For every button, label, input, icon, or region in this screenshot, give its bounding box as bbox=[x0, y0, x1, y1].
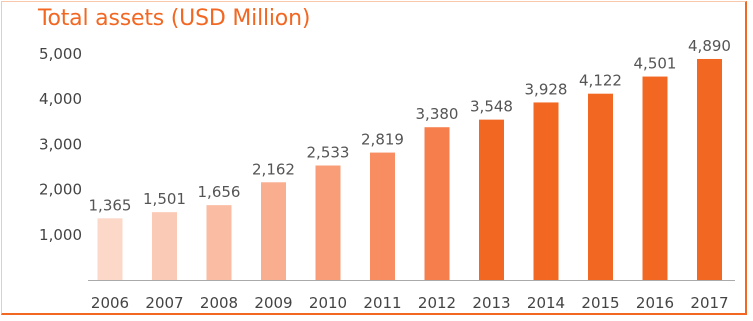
data-label-2008: 1,656 bbox=[198, 183, 241, 201]
y-tick-label: 1,000 bbox=[39, 226, 82, 244]
bar-2014 bbox=[533, 102, 559, 280]
x-tick-label-2017: 2017 bbox=[690, 294, 728, 312]
data-label-2016: 4,501 bbox=[634, 55, 677, 73]
x-tick-label-2009: 2009 bbox=[254, 294, 292, 312]
data-label-2014: 3,928 bbox=[525, 80, 568, 98]
bar-2009 bbox=[261, 182, 286, 280]
bar-2010 bbox=[315, 165, 341, 280]
bar-2011 bbox=[370, 152, 395, 280]
data-label-2017: 4,890 bbox=[688, 37, 731, 55]
chart-title: Total assets (USD Million) bbox=[38, 6, 311, 31]
x-tick-label-2012: 2012 bbox=[418, 294, 456, 312]
data-label-2013: 3,548 bbox=[470, 98, 513, 116]
bar-2016 bbox=[642, 76, 668, 280]
bar-2017 bbox=[697, 58, 722, 280]
data-label-2007: 1,501 bbox=[143, 190, 186, 208]
bar-2008 bbox=[206, 205, 232, 280]
x-tick-label-2013: 2013 bbox=[472, 294, 510, 312]
x-tick-label-2015: 2015 bbox=[581, 294, 619, 312]
chart-frame bbox=[1, 1, 747, 315]
data-label-2006: 1,365 bbox=[89, 196, 132, 214]
bars bbox=[97, 58, 722, 280]
bar-2012 bbox=[424, 127, 450, 280]
x-tick-label-2016: 2016 bbox=[636, 294, 674, 312]
x-tick-label-2008: 2008 bbox=[200, 294, 238, 312]
x-axis-ticks: 2006 2007 2008 2009 2010 2011 2012 2013 2014 2015… bbox=[91, 294, 729, 312]
data-labels: 1,365 1,501 1,656 2,162 2,533 2,819 3,380 3,548… bbox=[89, 37, 731, 214]
data-label-2012: 3,380 bbox=[416, 105, 459, 123]
y-tick-label: 2,000 bbox=[39, 181, 82, 199]
data-label-2009: 2,162 bbox=[252, 160, 295, 178]
y-tick-label: 3,000 bbox=[39, 135, 82, 153]
x-tick-label-2011: 2011 bbox=[363, 294, 401, 312]
data-label-2011: 2,819 bbox=[361, 131, 404, 149]
bar-2015 bbox=[588, 93, 613, 280]
x-tick-label-2007: 2007 bbox=[145, 294, 183, 312]
y-axis-ticks: 1,000 2,000 3,000 4,000 5,000 bbox=[39, 45, 82, 244]
data-label-2015: 4,122 bbox=[579, 72, 622, 90]
data-label-2010: 2,533 bbox=[307, 144, 350, 162]
x-tick-label-2014: 2014 bbox=[527, 294, 565, 312]
x-tick-label-2006: 2006 bbox=[91, 294, 129, 312]
bar-2006 bbox=[97, 218, 123, 280]
x-tick-label-2010: 2010 bbox=[309, 294, 347, 312]
bar-2007 bbox=[152, 212, 177, 280]
y-tick-label: 5,000 bbox=[39, 45, 82, 63]
bar-2013 bbox=[479, 119, 504, 280]
y-tick-label: 4,000 bbox=[39, 90, 82, 108]
